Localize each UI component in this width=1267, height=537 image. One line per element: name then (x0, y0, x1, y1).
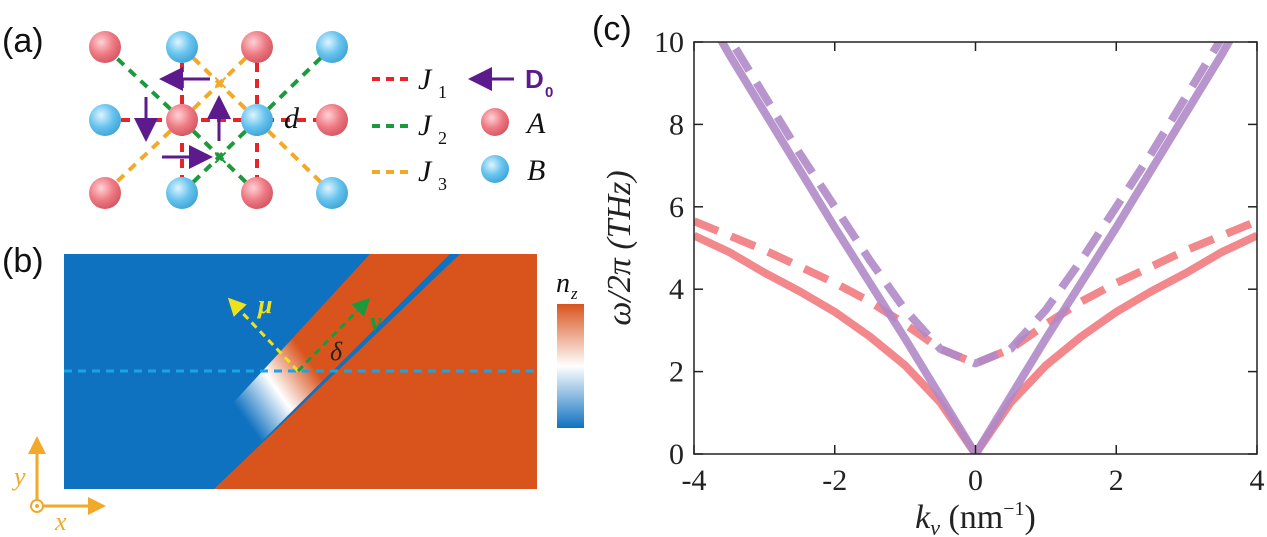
y-tick-label: 10 (654, 26, 684, 59)
atom-a (316, 104, 348, 136)
x-tick-label: 2 (1109, 464, 1124, 497)
z-out-dot (35, 504, 39, 508)
cross-marker-icon: ✕ (212, 146, 229, 170)
x-tick-label: -2 (822, 464, 847, 497)
atom-b (241, 104, 273, 136)
legend-d0-sub: 0 (545, 84, 553, 101)
nu-arrow (296, 297, 371, 373)
series-line-2 (694, 231, 1257, 454)
y-tick-label: 0 (669, 438, 684, 471)
plot-frame (693, 41, 1258, 455)
series-group (694, 42, 1257, 454)
x-axis-label: kν (nm−1) (915, 498, 1036, 537)
legend-swatch-atom-a (481, 108, 509, 136)
atom-a (241, 31, 273, 63)
series-line-0 (717, 42, 1234, 454)
y-tick-label: 8 (669, 108, 684, 141)
bond-j2 (180, 118, 259, 195)
legend-d0-symbol: D (525, 64, 544, 94)
legend-j1-symbol: J (418, 63, 433, 96)
dmi-arrows (134, 67, 231, 169)
legend-j1-sub: 1 (438, 82, 447, 102)
legend-atom-a-label: A (525, 107, 546, 140)
panel-a-label: (a) (2, 22, 44, 60)
atom-b (166, 177, 198, 209)
nu-label: ν (370, 307, 382, 336)
atom-a (166, 104, 198, 136)
legend-j3-symbol: J (418, 155, 433, 188)
legend-j3-sub: 3 (438, 174, 447, 194)
y-axis-label: ω/2π (THz) (601, 170, 638, 325)
panel-a: (a) ✕ ✕ (2, 22, 553, 209)
legend-j2-sub: 2 (438, 128, 447, 148)
legend-atom-b-label: B (527, 154, 545, 187)
x-tick-label: 4 (1250, 464, 1265, 497)
atom-b (316, 31, 348, 63)
mu-label: μ (256, 290, 272, 319)
y-tick-label: 6 (669, 191, 684, 224)
x-tick-label: 0 (968, 464, 983, 497)
panel-b: (b) μ ν δ n z x y (2, 242, 584, 536)
bond-j2 (103, 45, 184, 122)
atom-a (89, 177, 121, 209)
mu-arrow (227, 297, 300, 373)
x-tick-label: -4 (682, 464, 707, 497)
lattice-atoms (89, 31, 348, 209)
angle-label: δ (330, 337, 343, 366)
bond-length-label: d (284, 102, 300, 135)
panel-a-legend: J 1 J 2 J 3 D 0 A B (372, 63, 553, 194)
panel-b-label: (b) (2, 242, 44, 280)
atom-b (316, 177, 348, 209)
atom-b (166, 31, 198, 63)
y-tick-label: 2 (669, 356, 684, 389)
cross-marker-icon: ✕ (212, 71, 229, 95)
atom-a (241, 177, 273, 209)
bond-j2 (255, 45, 334, 122)
bond-j3 (103, 118, 184, 195)
colorbar (557, 304, 584, 428)
colorbar-label-sub: z (570, 284, 578, 303)
bond-j3 (180, 45, 259, 122)
panel-c: (c) -4 -2 0 2 4 0 2 4 6 8 10 kν (nm−1) ω/2π (THz) (592, 10, 1265, 537)
series-line-3 (694, 217, 1257, 368)
legend-j2-symbol: J (418, 109, 433, 142)
coordinate-axes: x y (11, 436, 106, 536)
legend-swatch-atom-b (481, 155, 509, 183)
bond-j3 (255, 118, 334, 195)
atom-a (89, 31, 121, 63)
x-axis-label: x (54, 507, 67, 536)
dmi-markers: ✕ ✕ (212, 71, 229, 170)
atom-b (89, 104, 121, 136)
y-tick-label: 4 (669, 273, 684, 306)
dispersion-plot: -4 -2 0 2 4 0 2 4 6 8 10 kν (nm−1) ω/2π (THz) (601, 26, 1265, 537)
colorbar-label: n (556, 268, 570, 299)
panel-c-label: (c) (592, 10, 632, 48)
series-line-1 (727, 42, 1224, 368)
y-axis-label: y (11, 462, 26, 491)
